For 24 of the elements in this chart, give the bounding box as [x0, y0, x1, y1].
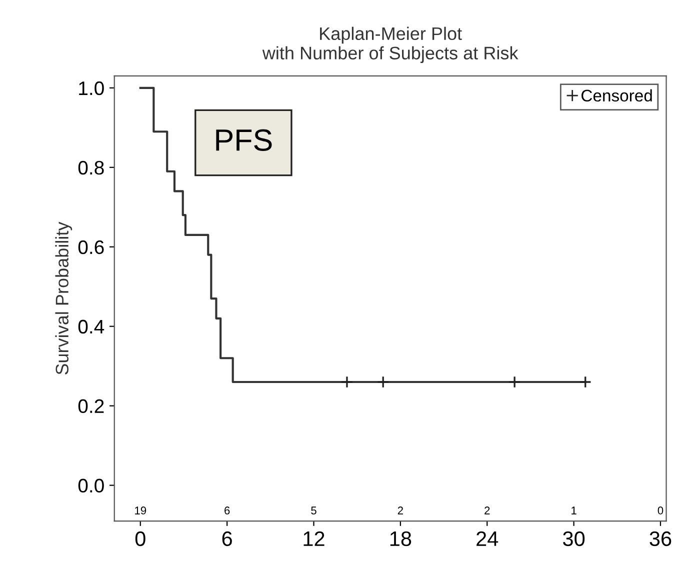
chart-title: Kaplan-Meier Plot with Number of Subjects at Risk [262, 26, 518, 64]
annotation: 2 [398, 506, 403, 514]
y-tick-label: 0.4 [78, 320, 104, 334]
annotation: 2 [484, 506, 490, 514]
x-tick-label: 6 [222, 531, 232, 546]
y-tick-label: 0.2 [78, 399, 104, 414]
y-tick-label: 1.0 [79, 81, 104, 96]
x-tick-label: 0 [135, 531, 146, 546]
annotation: PFS [216, 129, 272, 151]
annotation: 0 [658, 506, 664, 514]
annotation: 19 [135, 506, 146, 514]
x-tick-label: 30 [563, 531, 585, 546]
annotation: 6 [224, 506, 230, 514]
y-tick-label: 0.6 [78, 240, 104, 254]
x-tick-label: 36 [650, 531, 672, 546]
x-tick-label: 12 [304, 531, 324, 546]
annotation: 1 [572, 506, 576, 514]
legend-label: Censored [582, 89, 652, 102]
y-tick-label: 0.0 [78, 478, 104, 493]
x-tick-label: 24 [476, 531, 498, 546]
y-axis-title: Survival Probability [55, 222, 72, 374]
annotation: 5 [311, 506, 316, 514]
x-tick-label: 18 [390, 531, 412, 546]
y-tick-label: 0.8 [78, 160, 104, 175]
